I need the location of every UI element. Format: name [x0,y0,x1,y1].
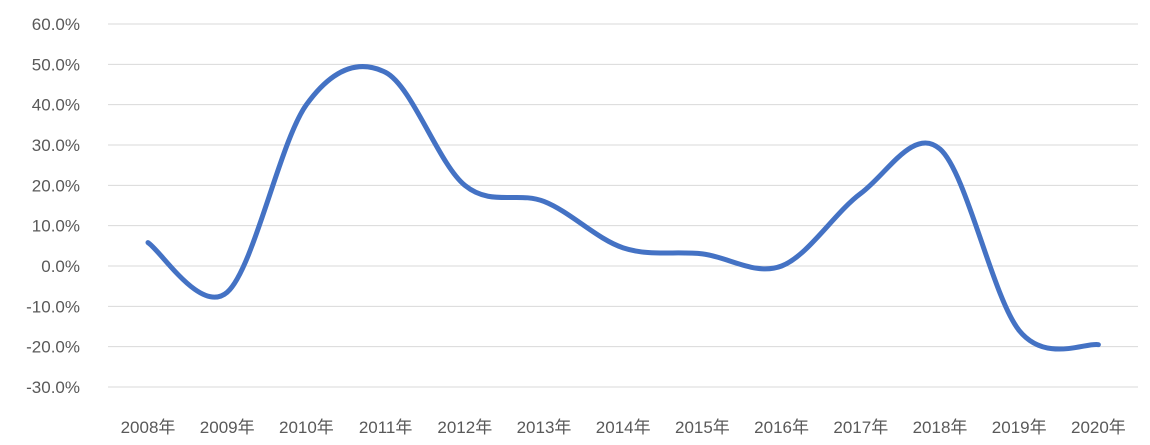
x-tick-label: 2020年 [1071,418,1126,437]
x-tick-label: 2012年 [437,418,492,437]
x-tick-label: 2018年 [913,418,968,437]
series-line [145,64,1101,352]
y-tick-label: 50.0% [32,55,80,74]
x-tick-label: 2016年 [754,418,809,437]
y-tick-label: -20.0% [26,338,80,357]
x-tick-label: 2019年 [992,418,1047,437]
x-tick-label: 2010年 [279,418,334,437]
y-tick-label: 0.0% [41,257,80,276]
y-tick-label: 30.0% [32,136,80,155]
y-axis-tick-labels: 60.0% 50.0% 40.0% 30.0% 20.0% 10.0% 0.0% -10.0%… [26,15,80,397]
x-axis-tick-labels: 2008年 2009年 2010年 2011年 2012年 2013年 2014年 2015年… [121,418,1126,437]
x-tick-label: 2017年 [833,418,888,437]
gridlines [108,23,1138,388]
y-tick-label: 10.0% [32,217,80,236]
x-tick-label: 2008年 [121,418,176,437]
series-layer [145,64,1101,352]
y-tick-label: 60.0% [32,15,80,34]
y-tick-label: 40.0% [32,96,80,115]
x-tick-label: 2013年 [517,418,572,437]
x-tick-label: 2015年 [675,418,730,437]
y-tick-label: 20.0% [32,176,80,195]
x-tick-label: 2011年 [359,418,413,437]
y-tick-label: -30.0% [26,378,80,397]
y-tick-label: -10.0% [26,297,80,316]
x-tick-label: 2009年 [200,418,255,437]
x-tick-label: 2014年 [596,418,651,437]
